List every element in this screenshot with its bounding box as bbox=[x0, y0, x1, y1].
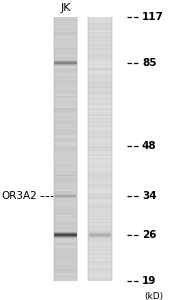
Text: 34: 34 bbox=[142, 191, 157, 201]
Text: JK: JK bbox=[60, 3, 71, 13]
Text: 19: 19 bbox=[142, 275, 156, 286]
Text: 26: 26 bbox=[142, 230, 157, 240]
Text: 117: 117 bbox=[142, 11, 164, 22]
Text: OR3A2: OR3A2 bbox=[2, 191, 37, 201]
Text: (kD): (kD) bbox=[144, 292, 163, 300]
Text: 48: 48 bbox=[142, 141, 157, 151]
Text: 85: 85 bbox=[142, 58, 157, 68]
